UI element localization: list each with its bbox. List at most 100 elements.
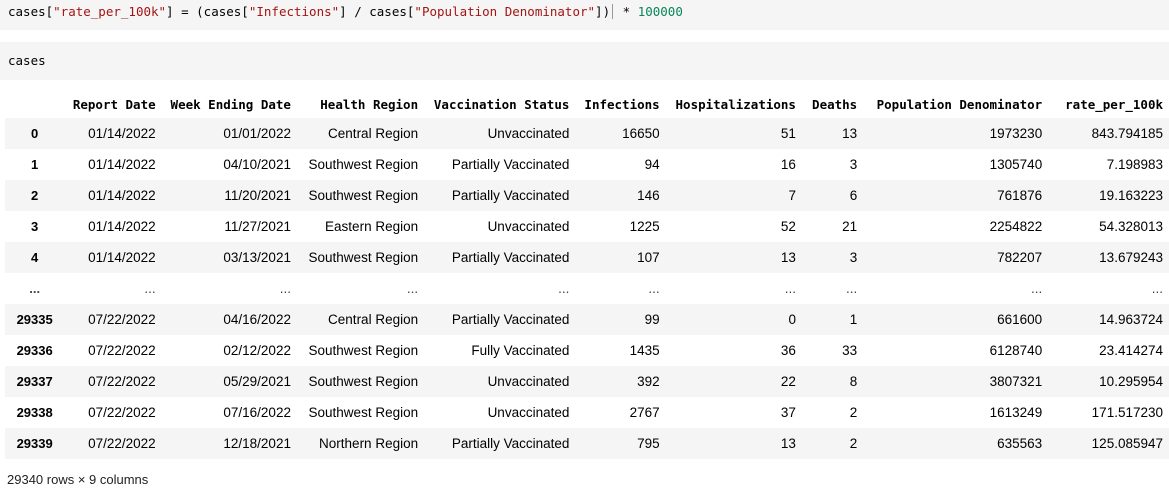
row-index: 29335 — [16, 312, 53, 327]
table-cell: Southwest Region — [308, 188, 419, 203]
table-cell: 01/14/2022 — [88, 219, 156, 234]
table-cell: 661600 — [997, 312, 1043, 327]
table-cell: 11/27/2021 — [224, 219, 291, 234]
table-cell: Partially Vaccinated — [451, 157, 570, 172]
code-cell-display[interactable]: cases — [0, 42, 1169, 80]
table-row: 29338 07/22/2022 07/16/2022 Southwest Regio… — [5, 397, 1169, 428]
table-cell: 51 — [780, 126, 796, 141]
table-cell: Northern Region — [319, 436, 419, 451]
table-cell: 1613249 — [989, 405, 1043, 420]
table-row: 4 01/14/2022 03/13/2021 Southwest Region Par… — [5, 242, 1169, 273]
table-cell: 04/16/2022 — [223, 312, 291, 327]
table-cell: 16 — [780, 157, 796, 172]
table-cell: 125.085947 — [1091, 436, 1163, 451]
table-cell: ... — [144, 281, 156, 296]
table-cell: 07/22/2022 — [88, 343, 156, 358]
column-header: Population Denominator — [876, 96, 1043, 112]
table-cell: 36 — [780, 343, 796, 358]
table-cell: 7 — [788, 188, 796, 203]
index-header — [5, 90, 64, 118]
table-cell: 07/16/2022 — [223, 405, 291, 420]
table-cell: Partially Vaccinated — [451, 312, 570, 327]
code-cell-assignment[interactable]: cases["rate_per_100k"] = (cases["Infecti… — [0, 0, 1169, 30]
row-index: 29336 — [16, 343, 53, 358]
row-index: 0 — [31, 126, 39, 141]
table-cell: 1973230 — [989, 126, 1043, 141]
table-cell: 21 — [842, 219, 858, 234]
table-cell: Fully Vaccinated — [471, 343, 570, 358]
table-cell: Eastern Region — [325, 219, 419, 234]
row-index: 2 — [31, 188, 39, 203]
row-index: 29339 — [16, 436, 53, 451]
row-index: 3 — [31, 219, 39, 234]
table-cell: 1225 — [629, 219, 660, 234]
table-cell: Unvaccinated — [487, 405, 570, 420]
dataframe-shape: 29340 rows × 9 columns — [7, 472, 149, 487]
table-row: 0 01/14/2022 01/01/2022 Central Region Unvac… — [5, 118, 1169, 149]
table-cell: 0 — [788, 312, 796, 327]
table-cell: 3 — [849, 250, 858, 265]
table-cell: Partially Vaccinated — [451, 250, 570, 265]
table-cell: 01/14/2022 — [88, 157, 156, 172]
table-cell: 6128740 — [989, 343, 1043, 358]
table-cell: 392 — [637, 374, 660, 389]
table-cell: 16650 — [622, 126, 660, 141]
row-index: 29337 — [16, 374, 53, 389]
table-cell: 10.295954 — [1099, 374, 1163, 389]
table-cell: 6 — [849, 188, 858, 203]
table-cell: 02/12/2022 — [223, 343, 291, 358]
table-cell: 12/18/2021 — [223, 436, 291, 451]
table-cell: 05/29/2021 — [223, 374, 291, 389]
row-index: ... — [29, 281, 41, 296]
table-cell: 04/10/2021 — [223, 157, 291, 172]
table-cell: 1435 — [629, 343, 660, 358]
table-cell: 19.163223 — [1099, 188, 1163, 203]
table-cell: ... — [648, 281, 660, 296]
table-row: 3 01/14/2022 11/27/2021 Eastern Region Unvac… — [5, 211, 1169, 242]
table-cell: Partially Vaccinated — [451, 188, 570, 203]
column-header: Deaths — [812, 96, 858, 112]
table-cell: ... — [845, 281, 858, 296]
table-cell: 07/22/2022 — [88, 374, 156, 389]
table-cell: Southwest Region — [308, 405, 419, 420]
table-row: 1 01/14/2022 04/10/2021 Southwest Region Par… — [5, 149, 1169, 180]
table-cell: Southwest Region — [308, 250, 419, 265]
table-cell: ... — [279, 281, 291, 296]
column-header: Vaccination Status — [433, 96, 570, 112]
table-cell: ... — [784, 281, 796, 296]
table-cell: 7.198983 — [1106, 157, 1163, 172]
table-cell: 146 — [637, 188, 660, 203]
column-header: rate_per_100k — [1065, 96, 1163, 112]
table-cell: Southwest Region — [308, 374, 419, 389]
table-cell: 1 — [849, 312, 858, 327]
table-cell: Southwest Region — [308, 157, 419, 172]
table-cell: Unvaccinated — [487, 219, 570, 234]
row-index: 29338 — [16, 405, 53, 420]
table-cell: 13 — [780, 436, 796, 451]
table-cell: 13 — [842, 126, 858, 141]
table-cell: 635563 — [997, 436, 1043, 451]
table-cell: 2254822 — [989, 219, 1043, 234]
table-cell: 2767 — [629, 405, 660, 420]
table-cell: 07/22/2022 — [88, 436, 156, 451]
column-header: Infections — [584, 96, 660, 112]
table-cell: Central Region — [328, 312, 419, 327]
table-cell: 1305740 — [989, 157, 1043, 172]
table-cell: 23.414274 — [1099, 343, 1163, 358]
table-cell: ... — [1151, 281, 1163, 296]
table-cell: 2 — [849, 405, 858, 420]
column-header: Week Ending Date — [170, 96, 291, 112]
table-cell: 761876 — [997, 188, 1043, 203]
table-cell: 07/22/2022 — [88, 312, 156, 327]
table-cell: 01/14/2022 — [88, 126, 156, 141]
dataframe-table: Report Date Week Ending Date Health Regi… — [5, 90, 1169, 459]
table-row: 29336 07/22/2022 02/12/2022 Southwest Regio… — [5, 335, 1169, 366]
table-row: 2 01/14/2022 11/20/2021 Southwest Region Par… — [5, 180, 1169, 211]
row-index: 1 — [31, 157, 39, 172]
table-cell: Unvaccinated — [487, 374, 570, 389]
table-cell: 843.794185 — [1091, 126, 1163, 141]
table-cell: 13.679243 — [1099, 250, 1163, 265]
table-cell: Southwest Region — [308, 343, 419, 358]
table-row: 29339 07/22/2022 12/18/2021 Northern Region… — [5, 428, 1169, 459]
table-cell: 782207 — [997, 250, 1043, 265]
